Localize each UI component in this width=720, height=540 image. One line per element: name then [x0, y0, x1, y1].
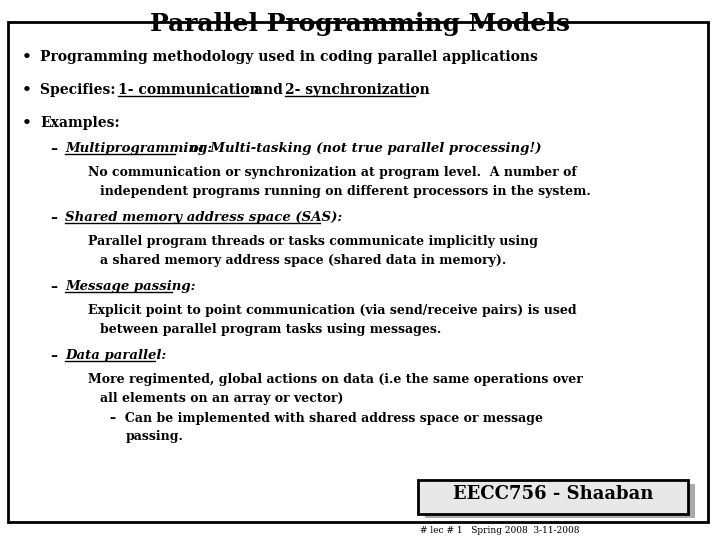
Text: Parallel Programming Models: Parallel Programming Models [150, 12, 570, 36]
Text: and: and [249, 83, 292, 97]
Text: EECC756 - Shaaban: EECC756 - Shaaban [453, 485, 653, 503]
Text: –: – [50, 211, 57, 225]
Text: –: – [50, 142, 57, 156]
Text: Parallel program threads or tasks communicate implicitly using: Parallel program threads or tasks commun… [88, 235, 538, 248]
Text: all elements on an array or vector): all elements on an array or vector) [100, 392, 343, 405]
Text: Shared memory address space (SAS):: Shared memory address space (SAS): [65, 211, 342, 224]
Text: Programming methodology used in coding parallel applications: Programming methodology used in coding p… [40, 50, 538, 64]
Text: –: – [50, 349, 57, 363]
Text: Explicit point to point communication (via send/receive pairs) is used: Explicit point to point communication (v… [88, 304, 577, 317]
Text: –  Can be implemented with shared address space or message: – Can be implemented with shared address… [110, 412, 543, 425]
Text: a shared memory address space (shared data in memory).: a shared memory address space (shared da… [100, 254, 506, 267]
Text: Data parallel:: Data parallel: [65, 349, 166, 362]
Text: independent programs running on different processors in the system.: independent programs running on differen… [100, 185, 590, 198]
Text: No communication or synchronization at program level.  A number of: No communication or synchronization at p… [88, 166, 577, 179]
Text: •: • [22, 116, 32, 130]
Bar [425, 484, 695, 518]
Text: 1- communication: 1- communication [118, 83, 260, 97]
Text: Specifies:: Specifies: [40, 83, 125, 97]
Text: between parallel program tasks using messages.: between parallel program tasks using mes… [100, 323, 441, 336]
Text: –: – [50, 280, 57, 294]
Text: # lec # 1   Spring 2008  3-11-2008: # lec # 1 Spring 2008 3-11-2008 [420, 526, 580, 535]
Text: 2- synchronization: 2- synchronization [285, 83, 430, 97]
Text: More regimented, global actions on data (i.e the same operations over: More regimented, global actions on data … [88, 373, 583, 386]
Text: or Multi-tasking (not true parallel processing!): or Multi-tasking (not true parallel proc… [176, 142, 541, 155]
Bar [418, 480, 688, 514]
Text: •: • [22, 50, 32, 64]
Text: Message passing:: Message passing: [65, 280, 196, 293]
Text: •: • [22, 83, 32, 97]
Text: passing.: passing. [126, 430, 184, 443]
Text: Multiprogramming:: Multiprogramming: [65, 142, 212, 155]
Text: Examples:: Examples: [40, 116, 120, 130]
